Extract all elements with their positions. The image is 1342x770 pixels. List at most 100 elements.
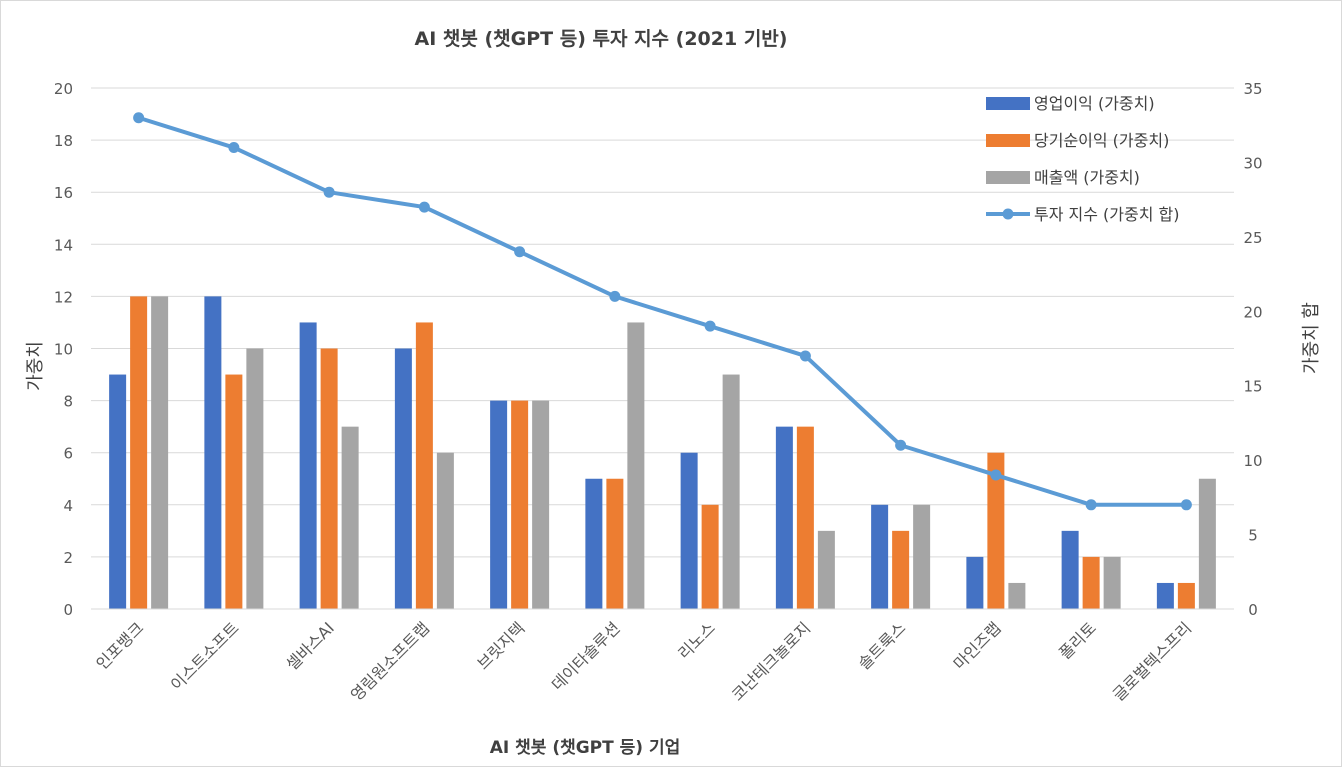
bar bbox=[1082, 556, 1100, 609]
series-line bbox=[138, 115, 1187, 507]
y-tick-label: 4 bbox=[63, 497, 73, 515]
x-tick-label: 인포뱅크 bbox=[92, 618, 147, 673]
y2-tick-label: 0 bbox=[1248, 601, 1258, 619]
y-tick-label: 14 bbox=[54, 236, 73, 254]
bar bbox=[299, 322, 317, 609]
line-point bbox=[704, 320, 716, 332]
line-point bbox=[323, 186, 335, 198]
y2-tick-label: 10 bbox=[1243, 452, 1262, 470]
line-series bbox=[133, 112, 1192, 511]
y-tick-label: 10 bbox=[54, 341, 73, 359]
bar bbox=[796, 426, 814, 609]
x-tick-label: 이스트소프트 bbox=[167, 618, 243, 694]
bar bbox=[1177, 582, 1195, 609]
bar bbox=[817, 530, 835, 609]
legend-label: 매출액 (가중치) bbox=[1034, 168, 1140, 187]
bar bbox=[606, 478, 624, 609]
x-tick-label: 영림원소프트랩 bbox=[347, 618, 433, 704]
line-point bbox=[133, 112, 145, 124]
bar bbox=[130, 296, 148, 609]
y-tick-label: 8 bbox=[63, 393, 73, 411]
right-axis-ticks: 0 5 10 15 20 25 30 35 bbox=[1243, 80, 1262, 619]
x-tick-label: 데이타솔루션 bbox=[548, 618, 624, 694]
bar bbox=[1198, 478, 1216, 609]
chart-title: AI 챗봇 (챗GPT 등) 투자 지수 (2021 기반) bbox=[415, 28, 788, 50]
x-tick-label: 마인즈랩 bbox=[950, 618, 1005, 673]
bar bbox=[701, 504, 719, 609]
bar bbox=[151, 296, 169, 609]
x-tick-label: 브릿지텍 bbox=[473, 618, 528, 673]
bars bbox=[109, 296, 1216, 609]
y2-tick-label: 15 bbox=[1243, 378, 1262, 396]
bar bbox=[1156, 582, 1174, 609]
y-axis-label: 가중치 bbox=[25, 341, 46, 391]
y-tick-label: 16 bbox=[54, 184, 73, 202]
bar bbox=[204, 296, 222, 609]
bar bbox=[511, 400, 529, 609]
y2-tick-label: 35 bbox=[1243, 80, 1262, 98]
bar bbox=[436, 452, 454, 609]
x-axis-tick-labels: 인포뱅크 이스트소프트 셀바스AI 영림원소프트랩 브릿지텍 데이타솔루션 리노스 코난테크놀… bbox=[92, 618, 1195, 704]
bar bbox=[1103, 556, 1121, 609]
bar bbox=[627, 322, 645, 609]
legend-swatch bbox=[986, 97, 1030, 110]
line-point bbox=[895, 439, 907, 451]
line-point bbox=[609, 290, 621, 302]
bar bbox=[225, 374, 243, 609]
line-point bbox=[1180, 499, 1192, 511]
x-tick-label: 글로벌텍스프리 bbox=[1109, 618, 1195, 704]
y-tick-label: 18 bbox=[54, 132, 73, 150]
bar bbox=[722, 374, 740, 609]
legend-swatch bbox=[1002, 208, 1014, 220]
bar bbox=[871, 504, 889, 609]
bar bbox=[775, 426, 793, 609]
bar bbox=[892, 530, 910, 609]
legend-swatch bbox=[986, 171, 1030, 184]
bar bbox=[341, 426, 359, 609]
bar bbox=[394, 348, 412, 609]
bar bbox=[680, 452, 698, 609]
y2-tick-label: 20 bbox=[1243, 303, 1262, 321]
x-axis-label: AI 챗봇 (챗GPT 등) 기업 bbox=[490, 738, 681, 758]
x-tick-label: 솔트룩스 bbox=[854, 618, 909, 673]
x-tick-label: 셀바스AI bbox=[282, 618, 338, 674]
line-point bbox=[990, 469, 1002, 481]
gridlines bbox=[91, 87, 1234, 558]
legend-label: 당기순이익 (가중치) bbox=[1034, 131, 1169, 150]
x-tick-label: 폴리토 bbox=[1055, 618, 1100, 663]
left-axis-ticks: 0 2 4 6 8 10 12 14 16 18 20 bbox=[54, 80, 73, 619]
y-tick-label: 12 bbox=[54, 288, 73, 306]
bar bbox=[1061, 530, 1079, 609]
legend-swatch bbox=[986, 134, 1030, 147]
bar bbox=[966, 556, 984, 609]
y-tick-label: 0 bbox=[63, 601, 73, 619]
bar bbox=[415, 322, 433, 609]
bar bbox=[913, 504, 931, 609]
y2-tick-label: 30 bbox=[1243, 154, 1262, 172]
legend: 영업이익 (가중치) 당기순이익 (가중치) 매출액 (가중치) 투자 지수 (가중치… bbox=[986, 94, 1180, 224]
y2-tick-label: 25 bbox=[1243, 229, 1262, 247]
y-tick-label: 6 bbox=[63, 445, 73, 463]
bar bbox=[320, 348, 338, 609]
line-point bbox=[514, 246, 526, 258]
y-tick-label: 20 bbox=[54, 80, 73, 98]
line-point bbox=[418, 201, 430, 213]
y2-axis-label: 가중치 합 bbox=[1301, 302, 1322, 374]
bar bbox=[109, 374, 127, 609]
line-point bbox=[1085, 499, 1097, 511]
bar bbox=[532, 400, 550, 609]
x-tick-label: 리노스 bbox=[674, 618, 719, 663]
bar bbox=[987, 452, 1005, 609]
legend-label: 영업이익 (가중치) bbox=[1034, 94, 1155, 113]
y2-tick-label: 5 bbox=[1248, 527, 1258, 545]
bar bbox=[1008, 582, 1026, 609]
y-tick-label: 2 bbox=[63, 549, 73, 567]
line-point bbox=[228, 142, 240, 154]
legend-label: 투자 지수 (가중치 합) bbox=[1034, 205, 1180, 224]
x-tick-label: 코난테크놀로지 bbox=[728, 618, 814, 704]
bar bbox=[490, 400, 508, 609]
bar bbox=[585, 478, 603, 609]
bar bbox=[246, 348, 264, 609]
